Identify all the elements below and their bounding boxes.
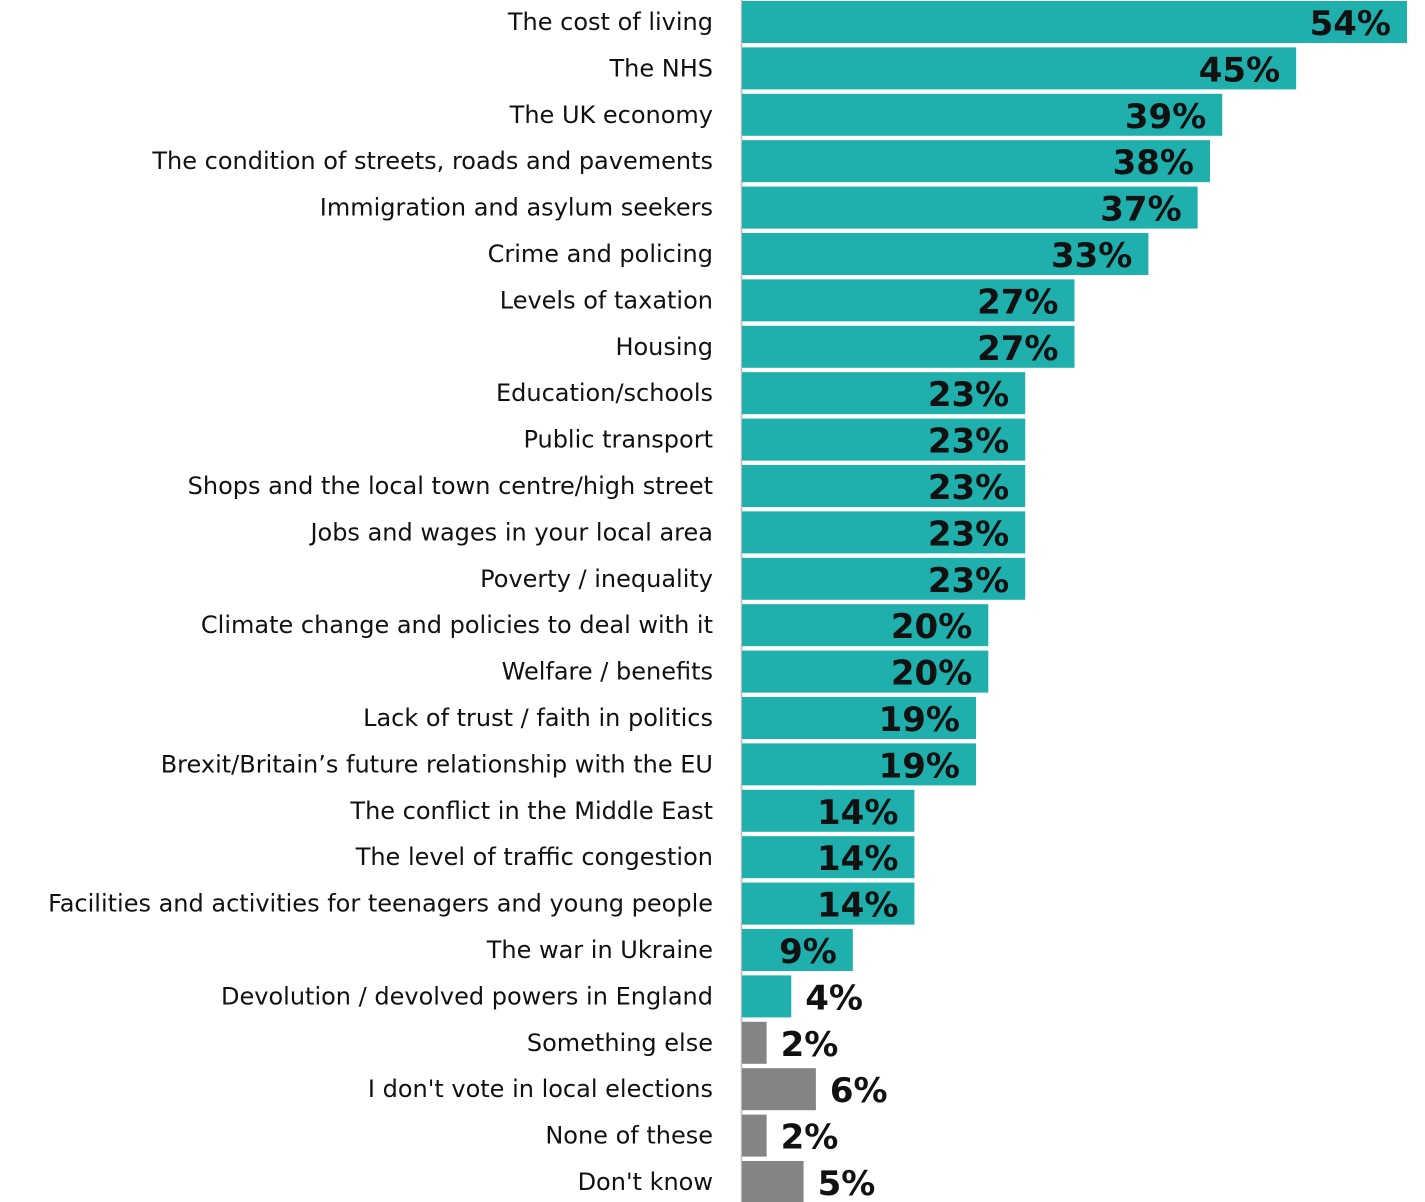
category-label: The NHS: [609, 54, 714, 82]
value-label: 37%: [1100, 190, 1181, 230]
bar: [742, 140, 1210, 183]
bar: [742, 697, 976, 739]
bar: [742, 1, 1407, 43]
value-label: 6%: [830, 1071, 888, 1111]
bar: [742, 650, 989, 693]
value-label: 54%: [1310, 4, 1391, 44]
value-label: 27%: [977, 282, 1058, 322]
value-label: 23%: [928, 514, 1009, 554]
value-label: 14%: [817, 793, 898, 833]
value-label: 23%: [928, 468, 1009, 508]
value-label: 2%: [781, 1025, 839, 1065]
bar: [742, 418, 1026, 461]
category-label: Shops and the local town centre/high str…: [188, 472, 713, 500]
bar: [742, 604, 989, 647]
category-label: None of these: [545, 1122, 713, 1150]
bar: [742, 186, 1198, 229]
value-label: 23%: [928, 561, 1009, 601]
bar: [742, 882, 915, 925]
value-label: 20%: [891, 654, 972, 694]
bar: [742, 465, 1026, 507]
bar: [742, 929, 853, 971]
value-label: 33%: [1051, 236, 1132, 276]
category-label: Don't know: [578, 1168, 713, 1196]
bars-layer: [742, 1, 1407, 1202]
bar: [742, 325, 1075, 368]
value-label: 2%: [781, 1118, 839, 1158]
bar: [742, 1068, 816, 1111]
category-label: Immigration and asylum seekers: [320, 194, 713, 222]
category-label: The condition of streets, roads and pave…: [151, 147, 713, 175]
value-label: 4%: [805, 978, 863, 1018]
category-labels: The cost of living The NHS The UK economy T…: [48, 8, 713, 1196]
category-label: Public transport: [523, 426, 713, 454]
value-label: 45%: [1199, 50, 1280, 90]
category-label: Levels of taxation: [500, 286, 713, 314]
value-label: 19%: [879, 746, 960, 786]
bar: [742, 1021, 767, 1064]
category-label: Facilities and activities for teenagers …: [48, 890, 713, 918]
bar: [742, 93, 1223, 136]
bar: [742, 975, 792, 1018]
value-label: 38%: [1113, 143, 1194, 183]
bar: [742, 789, 915, 832]
value-label: 23%: [928, 422, 1009, 462]
category-label: Education/schools: [496, 379, 713, 407]
value-label: 14%: [817, 886, 898, 926]
category-label: The war in Ukraine: [486, 936, 713, 964]
category-label: Housing: [615, 333, 713, 361]
value-label: 5%: [818, 1164, 876, 1202]
category-label: The level of traffic congestion: [355, 843, 713, 871]
value-label: 19%: [879, 700, 960, 740]
value-label: 23%: [928, 375, 1009, 415]
bar: [742, 279, 1075, 322]
category-label: I don't vote in local elections: [368, 1075, 713, 1103]
value-label: 39%: [1125, 97, 1206, 137]
bar: [742, 1114, 767, 1157]
bar: [742, 743, 976, 786]
bar: [742, 1161, 804, 1202]
value-labels: 54% 45% 39% 38% 37% 33% 27% 27% 23% 23% 23% 23% 23% 2…: [779, 4, 1391, 1202]
category-label: Devolution / devolved powers in England: [221, 982, 713, 1010]
value-label: 20%: [891, 607, 972, 647]
category-label: The cost of living: [507, 8, 713, 36]
value-label: 14%: [817, 839, 898, 879]
bar: [742, 372, 1026, 415]
category-label: Brexit/Britain’s future relationship wit…: [161, 750, 713, 778]
category-label: Climate change and policies to deal with…: [201, 611, 713, 639]
category-label: Welfare / benefits: [502, 658, 713, 686]
category-label: The UK economy: [509, 101, 713, 129]
value-label: 9%: [779, 932, 837, 972]
value-label: 27%: [977, 329, 1058, 369]
bar: [742, 47, 1297, 90]
bar: [742, 511, 1026, 554]
category-label: Poverty / inequality: [480, 565, 713, 593]
bar: [742, 836, 915, 879]
category-label: Crime and policing: [488, 240, 713, 268]
category-label: Jobs and wages in your local area: [308, 518, 713, 546]
bar: [742, 233, 1149, 275]
category-label: The conflict in the Middle East: [349, 797, 713, 825]
category-label: Something else: [527, 1029, 713, 1057]
bar: [742, 557, 1026, 600]
category-label: Lack of trust / faith in politics: [363, 704, 713, 732]
